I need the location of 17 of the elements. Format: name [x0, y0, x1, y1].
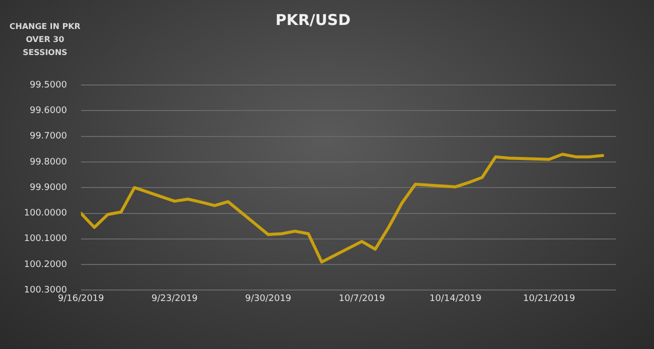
y-tick-label: 99.6000 [30, 106, 68, 116]
x-tick-label: 10/21/2019 [523, 294, 576, 304]
chart-title: PKR/USD [275, 10, 351, 29]
y-tick-label: 100.2000 [24, 260, 68, 270]
y-tick-label: 100.3000 [24, 286, 68, 296]
x-tick-label: 9/16/2019 [58, 294, 104, 304]
y-tick-label: 99.5000 [30, 80, 68, 90]
y-tick-label: 99.8000 [30, 157, 68, 168]
y-tick-label: 100.0000 [24, 208, 68, 219]
x-tick-label: 10/7/2019 [338, 294, 386, 304]
text: CHANGE IN PKR OVER 30 SESSIONS [8, 21, 82, 59]
x-tick-label: 9/30/2019 [245, 294, 292, 304]
x-tick-label: 9/23/2019 [152, 294, 198, 304]
y-tick-label: 99.9000 [30, 182, 68, 193]
x-tick-label: 10/14/2019 [430, 294, 482, 304]
y-tick-label: 100.1000 [24, 234, 68, 244]
y-tick-label: 99.7000 [30, 132, 68, 142]
